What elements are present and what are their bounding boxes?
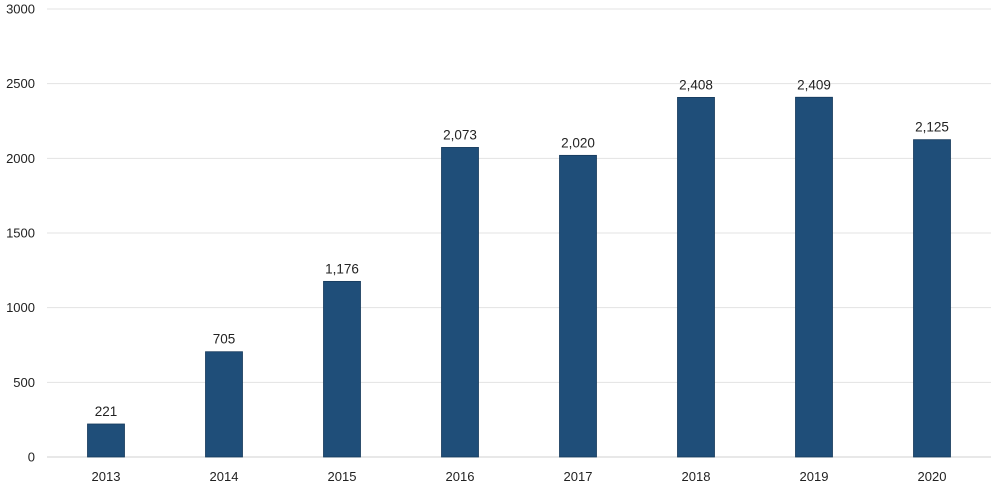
x-tick-label: 2014 xyxy=(210,469,239,484)
bar-2013 xyxy=(87,423,125,458)
x-tick-label: 2019 xyxy=(800,469,829,484)
x-tick-label: 2016 xyxy=(446,469,475,484)
y-tick-label: 1500 xyxy=(6,226,35,241)
data-labels: 221 705 1,176 2,073 2,020 2,408 2,409 2,125 xyxy=(95,77,949,419)
x-tick-label: 2015 xyxy=(328,469,357,484)
y-tick-label: 3000 xyxy=(6,2,35,17)
bar-2017 xyxy=(559,154,597,458)
x-tick-label: 2020 xyxy=(918,469,947,484)
bar-2019 xyxy=(795,96,833,458)
x-tick-label: 2018 xyxy=(682,469,711,484)
data-label-2018: 2,408 xyxy=(679,77,713,92)
bars xyxy=(87,96,951,458)
x-tick-label: 2017 xyxy=(564,469,593,484)
y-axis-ticks: 0 500 1000 1500 2000 2500 3000 xyxy=(6,2,35,465)
y-tick-label: 0 xyxy=(28,450,35,465)
data-label-2013: 221 xyxy=(95,404,118,419)
y-tick-label: 500 xyxy=(13,375,35,390)
bar-2016 xyxy=(441,147,479,458)
bar-2014 xyxy=(205,351,243,458)
y-tick-label: 1000 xyxy=(6,300,35,315)
x-axis-ticks: 2013 2014 2015 2016 2017 2018 2019 2020 xyxy=(92,469,947,484)
bar-2020 xyxy=(913,139,951,458)
data-label-2020: 2,125 xyxy=(915,120,949,135)
bar-2015 xyxy=(323,280,361,458)
bar-2018 xyxy=(677,97,715,458)
y-tick-label: 2500 xyxy=(6,76,35,91)
data-label-2014: 705 xyxy=(213,332,236,347)
data-label-2019: 2,409 xyxy=(797,77,831,92)
x-tick-label: 2013 xyxy=(92,469,121,484)
y-tick-label: 2000 xyxy=(6,151,35,166)
gridlines xyxy=(47,8,991,458)
data-label-2016: 2,073 xyxy=(443,127,477,142)
data-label-2015: 1,176 xyxy=(325,261,359,276)
data-label-2017: 2,020 xyxy=(561,135,595,150)
